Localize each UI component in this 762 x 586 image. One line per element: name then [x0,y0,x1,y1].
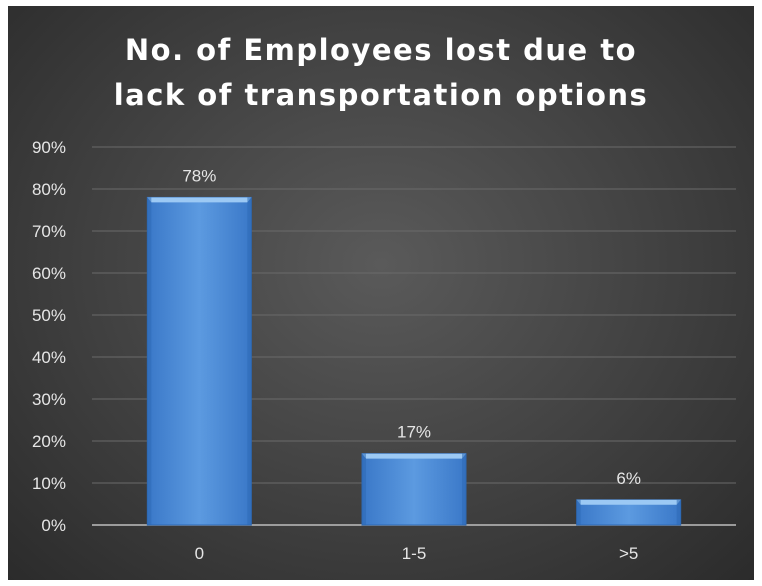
y-tick-label: 10% [32,474,66,493]
bar-top-bevel [576,499,681,505]
chart-title-line-2: lack of transportation options [113,78,649,112]
bar-side-shade [462,453,466,525]
bar-top-bevel [147,197,252,203]
bar-top-bevel [362,453,466,459]
y-tick-label: 60% [32,264,66,283]
bar-side-shade [676,499,681,525]
y-tick-label: 30% [32,390,66,409]
bar-side-shade [576,499,581,525]
y-tick-label: 50% [32,306,66,325]
bar [361,453,467,526]
y-tick-label: 40% [32,348,66,367]
bar [146,196,252,526]
bar-side-shade [147,197,152,525]
chart-area: No. of Employees lost due to lack of tra… [8,6,754,580]
chart-title: No. of Employees lost due to lack of tra… [8,28,754,118]
x-category-label: 1-5 [402,544,427,563]
data-label: 6% [616,469,641,488]
y-tick-label: 0% [41,516,66,535]
chart-title-line-1: No. of Employees lost due to [124,33,638,67]
y-tick-label: 90% [32,138,66,157]
y-tick-label: 80% [32,180,66,199]
y-tick-label: 70% [32,222,66,241]
data-label: 17% [397,423,431,442]
plot-area: 0% 10% 20% 30% 40% 50% 60% 70% 80% 90% 78% 0 17% 1-5 6… [32,138,736,563]
y-tick-label: 20% [32,432,66,451]
x-category-label: >5 [619,544,638,563]
x-category-label: 0 [195,544,204,563]
data-label: 78% [182,166,216,185]
bar-side-shade [362,453,366,525]
bar-side-shade [247,197,252,525]
